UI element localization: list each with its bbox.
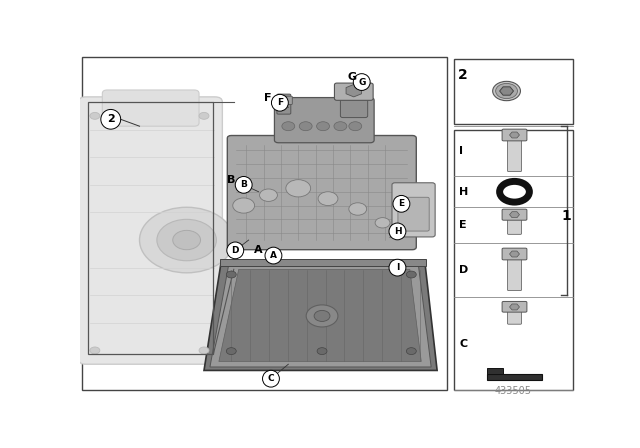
Circle shape [199, 347, 209, 354]
FancyBboxPatch shape [277, 94, 291, 114]
Circle shape [157, 220, 216, 261]
Text: 2: 2 [107, 114, 115, 124]
Ellipse shape [393, 195, 410, 212]
Circle shape [227, 271, 236, 278]
Bar [220, 258, 426, 266]
Text: G: G [348, 72, 356, 82]
FancyBboxPatch shape [502, 248, 527, 260]
Bar [454, 129, 573, 390]
Circle shape [300, 122, 312, 131]
Polygon shape [219, 269, 421, 362]
FancyBboxPatch shape [502, 302, 527, 312]
Ellipse shape [265, 247, 282, 264]
FancyBboxPatch shape [502, 209, 527, 220]
Circle shape [233, 198, 255, 213]
FancyBboxPatch shape [102, 90, 199, 126]
Circle shape [314, 310, 330, 322]
Bar [487, 374, 542, 380]
Circle shape [199, 112, 209, 119]
FancyBboxPatch shape [275, 98, 374, 143]
Ellipse shape [353, 73, 370, 90]
FancyBboxPatch shape [508, 256, 522, 291]
Circle shape [317, 348, 327, 354]
Bar [83, 57, 447, 390]
Polygon shape [210, 264, 431, 367]
Circle shape [317, 122, 330, 131]
Bar [88, 102, 213, 354]
Circle shape [334, 122, 347, 131]
Text: A: A [254, 246, 263, 255]
Circle shape [406, 271, 416, 278]
FancyBboxPatch shape [508, 308, 522, 324]
FancyBboxPatch shape [508, 138, 522, 172]
Ellipse shape [101, 109, 121, 129]
Text: D: D [460, 265, 468, 275]
Circle shape [282, 122, 295, 131]
Circle shape [227, 348, 236, 354]
FancyBboxPatch shape [79, 97, 222, 364]
Ellipse shape [389, 223, 406, 240]
Text: 433505: 433505 [495, 386, 532, 396]
Circle shape [140, 207, 234, 273]
FancyBboxPatch shape [340, 94, 368, 117]
FancyBboxPatch shape [398, 197, 429, 231]
Text: 1: 1 [561, 209, 571, 223]
Text: I: I [396, 263, 399, 272]
Text: E: E [460, 220, 467, 230]
Text: B: B [227, 175, 236, 185]
FancyBboxPatch shape [335, 83, 373, 100]
Ellipse shape [389, 259, 406, 276]
Ellipse shape [262, 370, 280, 387]
Ellipse shape [227, 242, 244, 259]
Polygon shape [204, 261, 437, 370]
Circle shape [90, 112, 100, 119]
FancyBboxPatch shape [392, 183, 435, 237]
Text: E: E [398, 199, 404, 208]
Circle shape [90, 347, 100, 354]
Circle shape [493, 82, 520, 101]
FancyBboxPatch shape [275, 96, 292, 104]
Circle shape [507, 186, 522, 197]
Circle shape [375, 218, 390, 228]
Circle shape [286, 180, 310, 197]
Circle shape [306, 305, 338, 327]
Text: B: B [240, 181, 247, 190]
Circle shape [406, 348, 416, 354]
Circle shape [260, 189, 277, 202]
Text: G: G [358, 78, 365, 86]
Bar [454, 59, 573, 125]
Bar [487, 368, 503, 374]
FancyBboxPatch shape [508, 216, 522, 234]
Text: H: H [460, 187, 468, 197]
Text: 2: 2 [458, 68, 468, 82]
Circle shape [318, 192, 338, 206]
Text: H: H [394, 227, 401, 236]
Text: I: I [460, 146, 463, 156]
Text: F: F [264, 93, 271, 103]
Text: F: F [277, 98, 283, 107]
Circle shape [349, 122, 362, 131]
Circle shape [495, 83, 518, 99]
Ellipse shape [236, 177, 252, 193]
Text: A: A [270, 251, 277, 260]
FancyBboxPatch shape [502, 129, 527, 141]
Circle shape [173, 230, 200, 250]
Ellipse shape [271, 95, 289, 111]
Text: C: C [460, 339, 468, 349]
Text: D: D [232, 246, 239, 255]
Circle shape [349, 203, 367, 215]
Text: C: C [268, 374, 275, 383]
FancyBboxPatch shape [227, 135, 416, 250]
